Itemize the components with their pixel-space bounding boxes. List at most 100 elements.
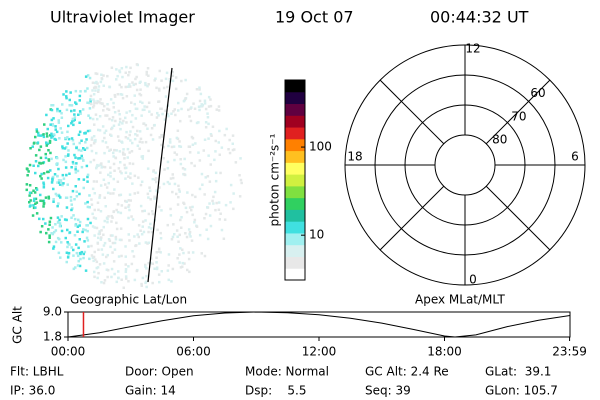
pixel (74, 168, 77, 171)
pixel (183, 157, 186, 161)
pixel (78, 141, 81, 145)
pixel (179, 119, 182, 123)
pixel (107, 215, 110, 218)
pixel (48, 234, 51, 237)
pixel (171, 79, 175, 83)
pixel (35, 187, 38, 190)
pixel (82, 186, 85, 190)
pixel (52, 200, 55, 203)
pixel (65, 218, 68, 222)
pixel (209, 133, 213, 136)
pixel (214, 139, 217, 143)
pixel (148, 186, 151, 189)
pixel (218, 153, 221, 156)
pixel (76, 264, 80, 267)
pixel (114, 235, 118, 239)
pixel (115, 227, 119, 231)
pixel (37, 164, 40, 168)
colorbar-band (285, 268, 305, 281)
pixel (155, 267, 159, 271)
x-tick-label: 23:59 (552, 345, 587, 359)
pixel (119, 227, 123, 230)
pixel (128, 162, 132, 165)
pixel (223, 218, 227, 221)
pixel (134, 82, 137, 86)
pixel (172, 176, 175, 180)
pixel (124, 177, 127, 180)
pixel (86, 200, 89, 204)
pixel (95, 166, 98, 170)
pixel (74, 185, 77, 188)
pixel (86, 229, 89, 233)
pixel (115, 78, 118, 81)
pixel (75, 195, 79, 198)
pixel (89, 98, 92, 101)
pixel (135, 63, 139, 66)
pixel (188, 206, 192, 209)
pixel (46, 135, 49, 138)
pixel (131, 125, 135, 129)
pixel (177, 240, 180, 243)
pixel (169, 207, 172, 211)
pixel (90, 254, 94, 257)
pixel (118, 113, 121, 116)
pixel (171, 190, 174, 194)
pixel (189, 119, 193, 123)
pixel (58, 109, 62, 113)
pixel (205, 228, 208, 231)
pixel (73, 113, 76, 116)
pixel (71, 117, 75, 121)
pixel (78, 121, 81, 124)
pixel (96, 82, 99, 85)
pixel (31, 214, 35, 217)
pixel (97, 128, 100, 132)
pixel (53, 173, 57, 176)
pixel (52, 247, 55, 250)
pixel (189, 235, 192, 238)
pixel (45, 113, 48, 117)
pixel (94, 113, 98, 116)
pixel (147, 101, 151, 104)
pixel (168, 138, 172, 141)
info-field: Dsp: 5.5 (245, 384, 307, 398)
pixel (69, 91, 72, 94)
pixel (198, 187, 202, 191)
pixel (220, 146, 224, 149)
pixel (187, 257, 191, 261)
pixel (100, 73, 103, 76)
pixel (116, 180, 120, 183)
pixel (185, 92, 189, 96)
pixel (113, 188, 116, 191)
pixel (83, 89, 87, 93)
pixel (130, 215, 133, 218)
pixel (42, 186, 46, 189)
pixel (82, 228, 85, 231)
pixel (96, 117, 99, 121)
pixel (65, 260, 68, 264)
pixel (76, 169, 80, 173)
pixel (166, 180, 170, 184)
pixel (92, 93, 96, 96)
pixel (75, 146, 78, 150)
pixel (37, 134, 40, 137)
pixel (77, 133, 81, 136)
pixel (85, 164, 89, 168)
pixel (72, 254, 75, 257)
pixel (95, 226, 99, 230)
pixel (83, 132, 86, 135)
pixel (50, 118, 54, 122)
pixel (133, 94, 136, 97)
pixel (155, 180, 158, 184)
pixel (179, 247, 182, 250)
pixel (29, 147, 32, 150)
pixel (103, 279, 107, 282)
pixel (74, 101, 77, 104)
pixel (63, 218, 67, 221)
pixel (155, 261, 158, 264)
pixel (172, 110, 175, 113)
colorbar-band (285, 232, 305, 246)
pixel (124, 199, 127, 203)
pixel (157, 100, 160, 103)
pixel (177, 188, 181, 191)
pixel (78, 192, 81, 196)
